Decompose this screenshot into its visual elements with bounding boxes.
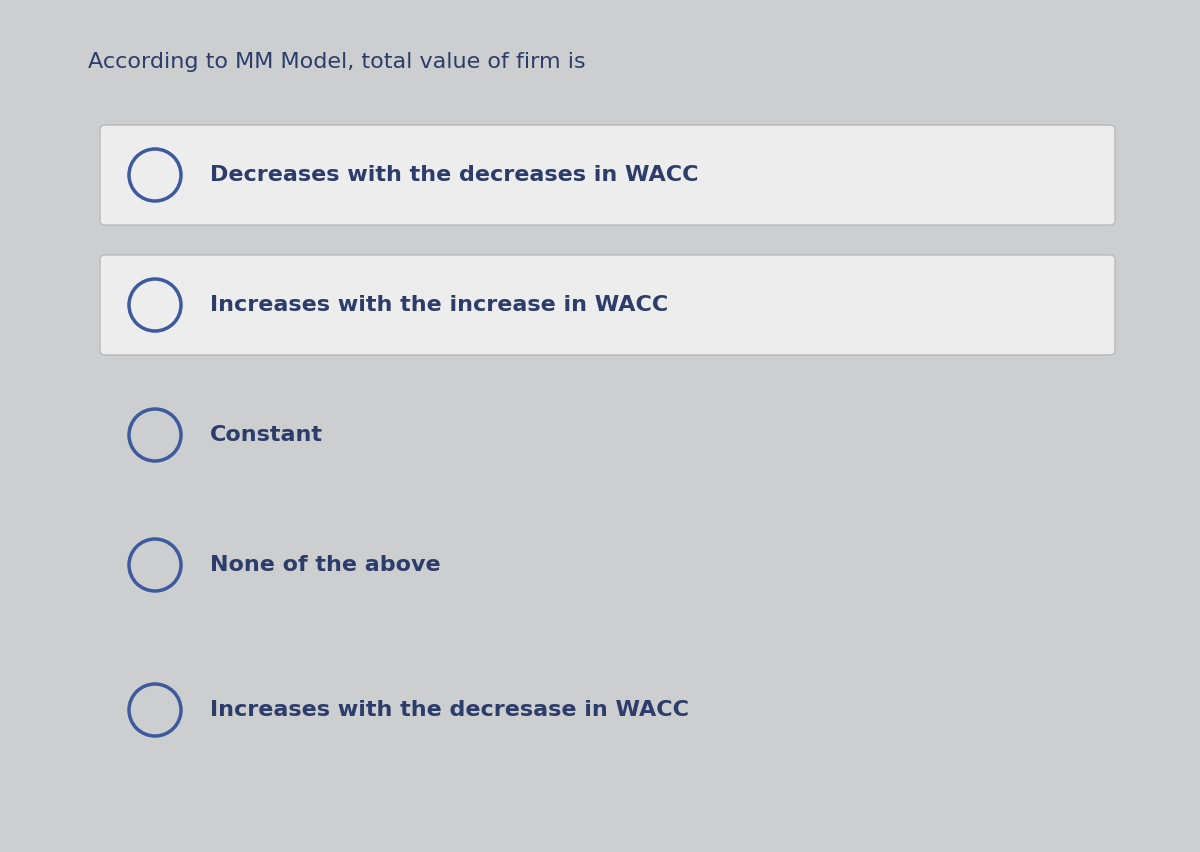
FancyBboxPatch shape [100,125,1115,225]
Text: Increases with the decresase in WACC: Increases with the decresase in WACC [210,700,689,720]
Text: Decreases with the decreases in WACC: Decreases with the decreases in WACC [210,165,698,185]
Text: Constant: Constant [210,425,323,445]
Text: Increases with the increase in WACC: Increases with the increase in WACC [210,295,668,315]
Text: None of the above: None of the above [210,555,440,575]
FancyBboxPatch shape [100,255,1115,355]
Text: According to MM Model, total value of firm is: According to MM Model, total value of fi… [88,52,586,72]
